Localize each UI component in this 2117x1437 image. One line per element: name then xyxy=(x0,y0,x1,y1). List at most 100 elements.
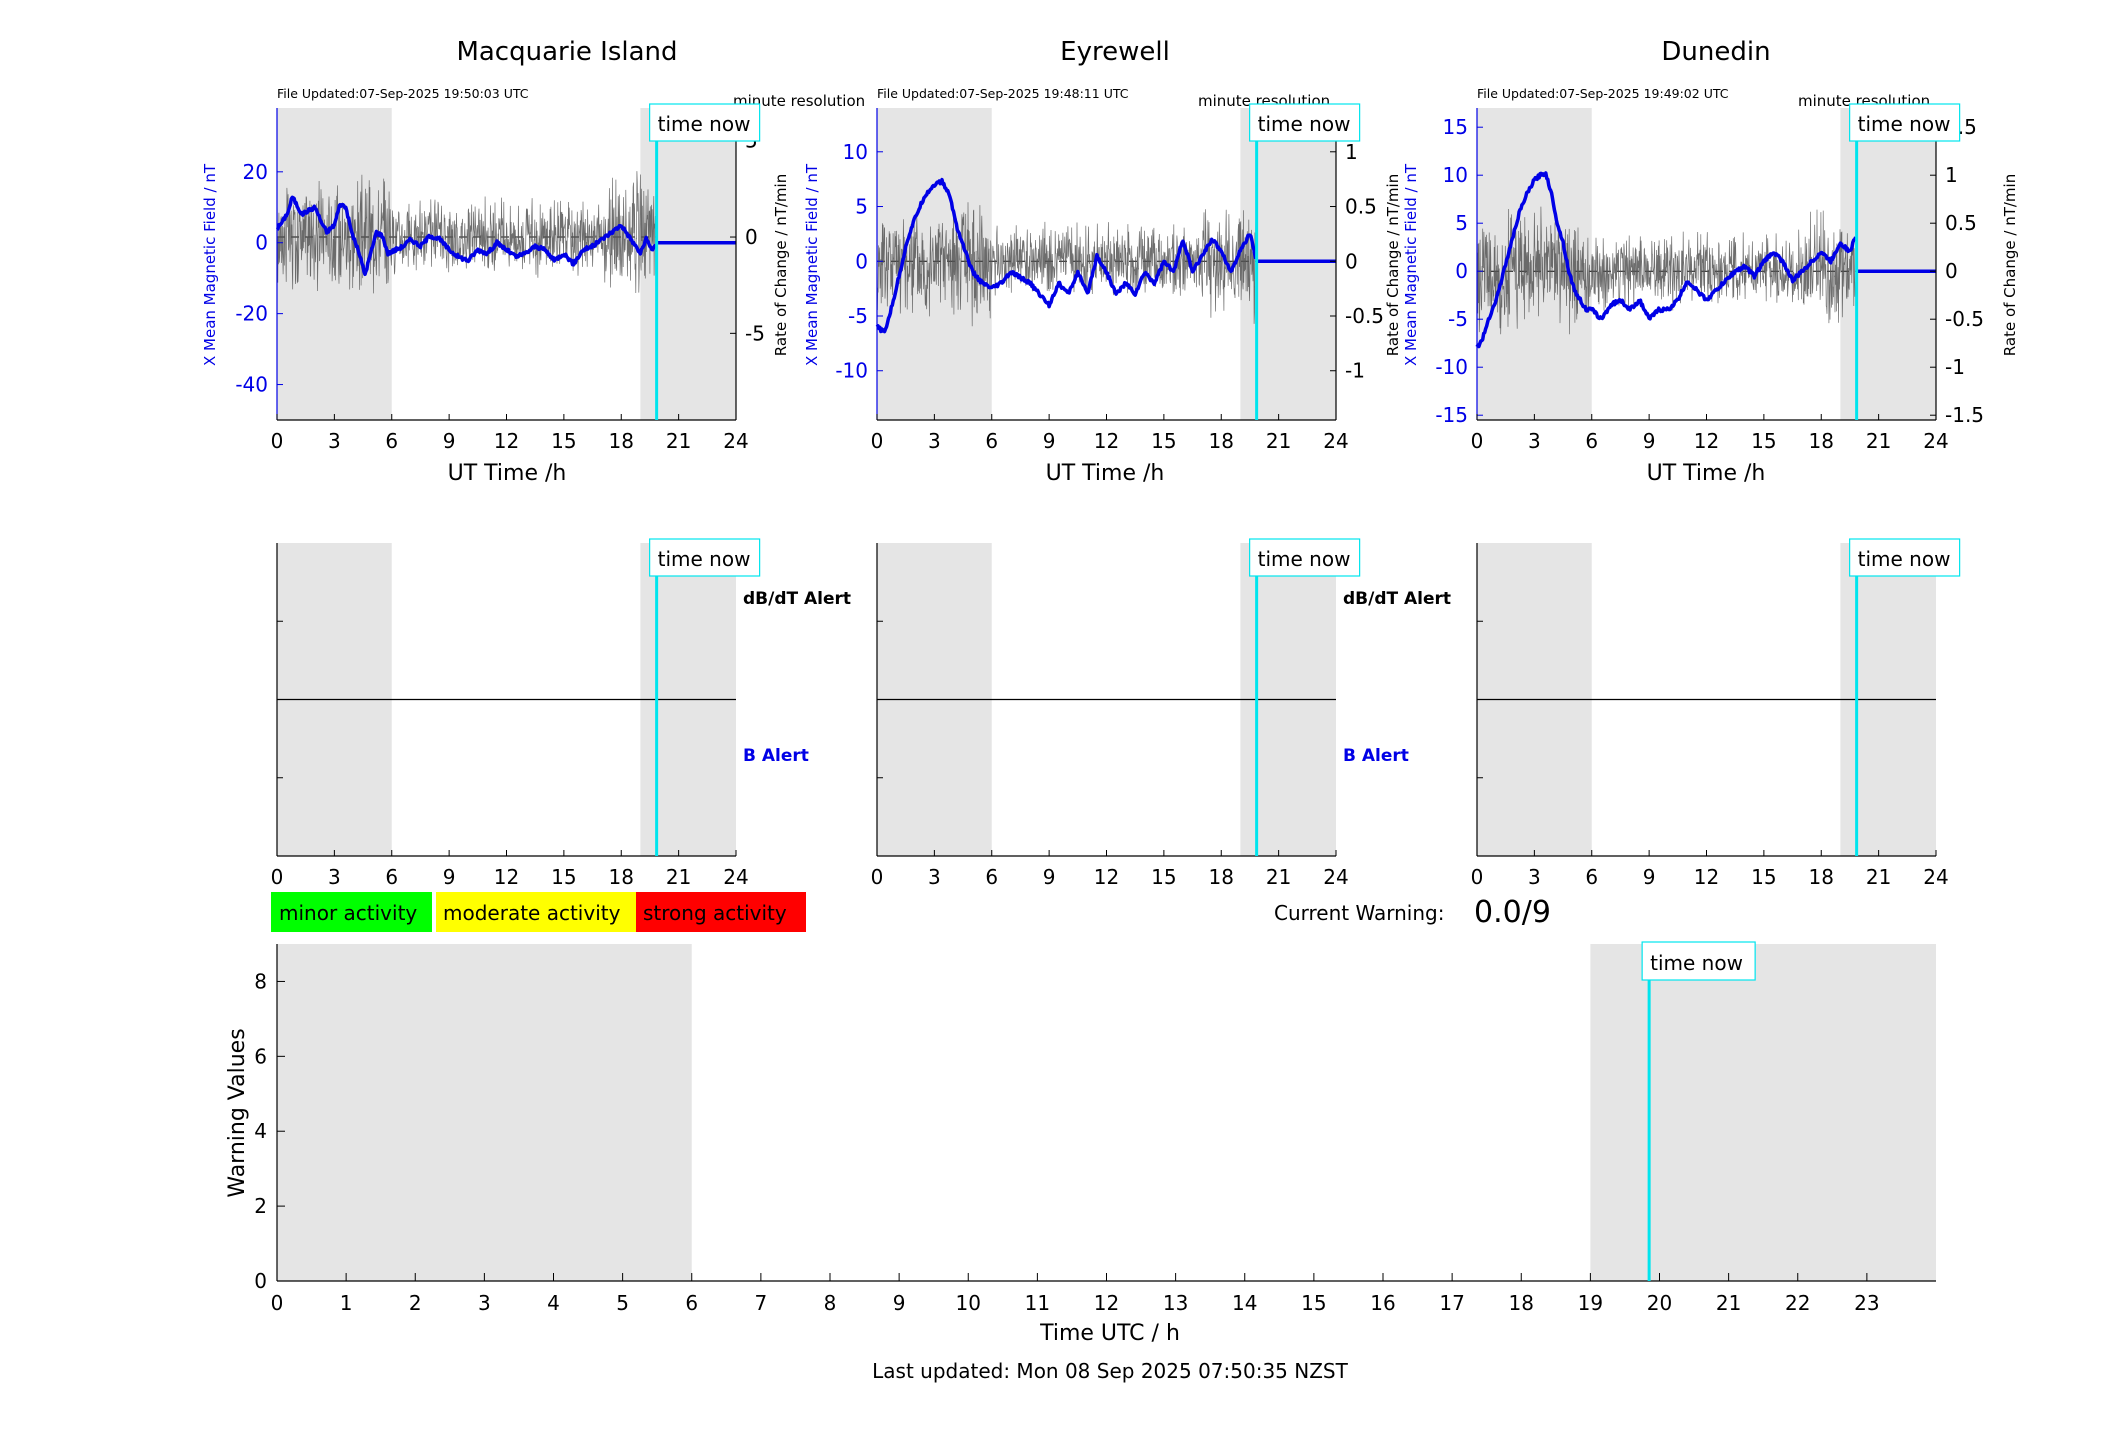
time-now-label: time now xyxy=(1858,112,1951,136)
x-tick-label: 3 xyxy=(1528,429,1541,453)
alert-x-tick-label: 12 xyxy=(1094,865,1119,889)
warning-y-tick-label: 4 xyxy=(254,1119,267,1143)
left-axis-label: X Mean Magnetic Field / nT xyxy=(1402,163,1420,366)
alert-x-tick-label: 18 xyxy=(1809,865,1834,889)
left-tick-label: 10 xyxy=(843,140,868,164)
warning-x-tick-label: 2 xyxy=(409,1291,422,1315)
warning-x-tick-label: 21 xyxy=(1716,1291,1741,1315)
alert-x-tick-label: 24 xyxy=(1323,865,1348,889)
left-tick-label: 20 xyxy=(243,160,268,184)
alert-x-tick-label: 0 xyxy=(1471,865,1484,889)
warning-x-axis-label: Time UTC / h xyxy=(1039,1321,1180,1346)
left-tick-label: -40 xyxy=(235,373,268,397)
warning-time-now-label: time now xyxy=(1650,951,1743,975)
left-tick-label: -10 xyxy=(1435,355,1468,379)
left-tick-label: 5 xyxy=(1455,211,1468,235)
warning-y-tick-label: 8 xyxy=(254,969,267,993)
x-tick-label: 21 xyxy=(1866,429,1891,453)
current-warning: Current Warning: 0.0/9 xyxy=(1274,895,1551,930)
warning-x-tick-label: 16 xyxy=(1370,1291,1395,1315)
rate-of-change-line xyxy=(276,171,657,294)
night-shade xyxy=(1840,108,1936,420)
warning-x-tick-label: 1 xyxy=(340,1291,353,1315)
left-tick-label: -10 xyxy=(835,359,868,383)
alert-x-tick-label: 0 xyxy=(871,865,884,889)
x-tick-label: 12 xyxy=(494,429,519,453)
alert-x-tick-label: 3 xyxy=(1528,865,1541,889)
warning-x-tick-label: 0 xyxy=(271,1291,284,1315)
x-axis-label: UT Time /h xyxy=(448,461,567,486)
alert-x-tick-label: 9 xyxy=(443,865,456,889)
alert-x-tick-label: 6 xyxy=(385,865,398,889)
x-tick-label: 24 xyxy=(1323,429,1348,453)
left-tick-label: 0 xyxy=(855,249,868,273)
dbdt-alert-label: dB/dT Alert xyxy=(1343,589,1451,609)
warning-x-tick-label: 10 xyxy=(956,1291,981,1315)
time-now-label: time now xyxy=(1258,112,1351,136)
right-tick-label: -1 xyxy=(1945,355,1965,379)
x-axis-label: UT Time /h xyxy=(1647,461,1766,486)
left-axis-label: X Mean Magnetic Field / nT xyxy=(803,163,821,366)
minor-activity-swatch xyxy=(271,892,432,932)
b-alert-label: B Alert xyxy=(743,746,809,766)
warning-x-tick-label: 20 xyxy=(1647,1291,1672,1315)
station-title: Eyrewell xyxy=(1060,37,1170,67)
time-now-box xyxy=(649,103,761,142)
alert-x-tick-label: 15 xyxy=(551,865,576,889)
left-tick-label: 0 xyxy=(255,231,268,255)
alert-x-tick-label: 21 xyxy=(1266,865,1291,889)
x-tick-label: 12 xyxy=(1094,429,1119,453)
x-tick-label: 18 xyxy=(1809,429,1834,453)
mean-field-line xyxy=(875,177,1258,334)
alert-time-now-label: time now xyxy=(1858,547,1951,571)
alert-x-tick-label: 24 xyxy=(723,865,748,889)
warning-x-tick-label: 7 xyxy=(755,1291,768,1315)
x-tick-label: 0 xyxy=(271,429,284,453)
alert-x-tick-label: 24 xyxy=(1923,865,1948,889)
left-tick-label: 15 xyxy=(1443,115,1468,139)
right-axis-label: Rate of Change / nT/min xyxy=(2001,174,2019,356)
left-tick-label: 10 xyxy=(1443,163,1468,187)
right-tick-label: -0.5 xyxy=(1945,307,1984,331)
x-tick-label: 24 xyxy=(1923,429,1948,453)
x-tick-label: 3 xyxy=(328,429,341,453)
activity-legend: minor activity moderate activity strong … xyxy=(271,892,806,932)
alert-time-now-label: time now xyxy=(658,547,751,571)
warning-x-tick-label: 17 xyxy=(1439,1291,1464,1315)
strong-activity-label: strong activity xyxy=(643,901,787,925)
right-tick-label: -1.5 xyxy=(1945,403,1984,427)
file-updated-label: File Updated:07-Sep-2025 19:50:03 UTC xyxy=(277,86,529,101)
x-axis-label: UT Time /h xyxy=(1046,461,1165,486)
panel-eyrewell: Eyrewell File Updated:07-Sep-2025 19:48:… xyxy=(803,37,1451,766)
warning-y-tick-label: 6 xyxy=(254,1044,267,1068)
warning-x-tick-label: 8 xyxy=(824,1291,837,1315)
dbdt-alert-label: dB/dT Alert xyxy=(743,589,851,609)
warning-x-tick-label: 5 xyxy=(616,1291,629,1315)
right-tick-label: 0.5 xyxy=(1345,195,1377,219)
left-tick-label: 0 xyxy=(1455,259,1468,283)
alert-x-tick-label: 21 xyxy=(666,865,691,889)
warning-x-tick-label: 14 xyxy=(1232,1291,1257,1315)
resolution-label: minute resolution xyxy=(733,92,865,110)
warning-x-tick-label: 12 xyxy=(1094,1291,1119,1315)
warning-time-now-box xyxy=(1641,941,1756,981)
warning-x-tick-label: 4 xyxy=(547,1291,560,1315)
warning-x-tick-label: 9 xyxy=(893,1291,906,1315)
moderate-activity-label: moderate activity xyxy=(443,901,621,925)
alert-time-now-box xyxy=(1849,538,1961,577)
x-tick-label: 21 xyxy=(666,429,691,453)
alert-x-tick-label: 12 xyxy=(1694,865,1719,889)
left-tick-label: -20 xyxy=(235,302,268,326)
x-tick-label: 15 xyxy=(1751,429,1776,453)
warning-night-shade xyxy=(1590,944,1936,1281)
left-tick-label: -5 xyxy=(1448,307,1468,331)
station-title: Macquarie Island xyxy=(456,37,677,67)
warning-x-tick-label: 6 xyxy=(685,1291,698,1315)
left-tick-label: -5 xyxy=(848,304,868,328)
alert-time-now-box xyxy=(1249,538,1361,577)
current-warning-label: Current Warning: xyxy=(1274,901,1444,925)
